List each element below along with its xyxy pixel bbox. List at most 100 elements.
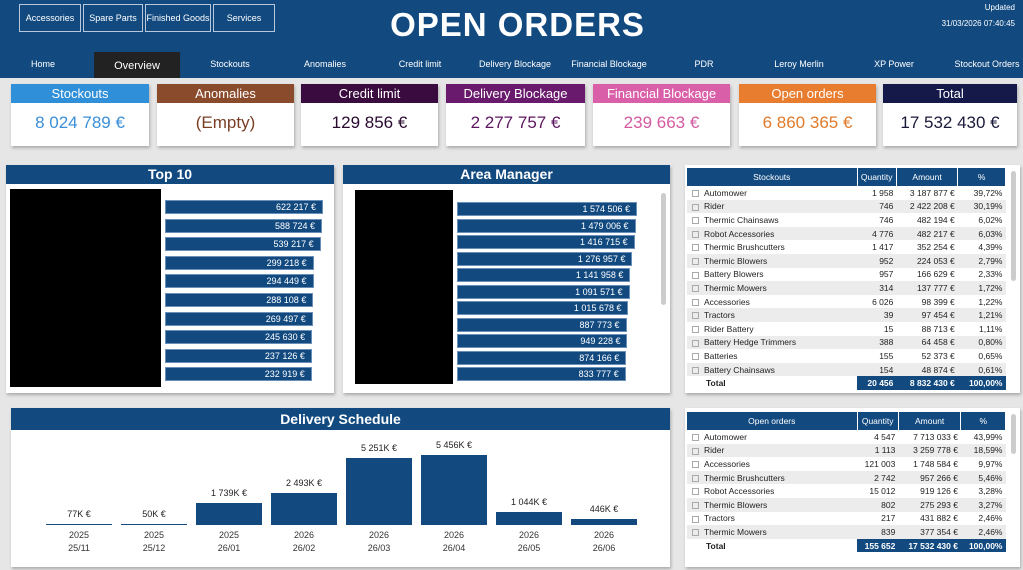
bar-delivery[interactable] [346, 457, 412, 525]
table-row[interactable]: Accessories 6 026 98 399 € 1,22% [687, 295, 1006, 309]
tab-delivery-blockage[interactable]: Delivery Blockage [478, 59, 552, 69]
table-row[interactable]: Rider 1 113 3 259 778 € 18,59% [687, 443, 1006, 458]
scrollbar[interactable] [1011, 414, 1016, 454]
expand-icon[interactable] [692, 502, 699, 510]
kpi-card-financial-blockage[interactable]: Financial Blockage 239 663 € [593, 84, 730, 146]
bar-area-manager[interactable]: 1 091 571 € [457, 284, 630, 299]
scrollbar[interactable] [661, 193, 666, 305]
bar-top10[interactable]: 288 108 € [165, 293, 314, 307]
table-row[interactable]: Automower 1 958 3 187 877 € 39,72% [687, 186, 1006, 200]
table-row[interactable]: Accessories 121 003 1 748 584 € 9,97% [687, 457, 1006, 471]
expand-icon[interactable] [692, 258, 699, 266]
table-row[interactable]: Thermic Brushcutters 2 742 957 266 € 5,46% [687, 470, 1006, 485]
table-row[interactable]: Automower 4 547 7 713 033 € 43,99% [687, 430, 1006, 444]
bar-area-manager[interactable]: 1 141 958 € [457, 268, 631, 282]
bar-top10[interactable]: 299 218 € [165, 255, 314, 270]
table-row[interactable]: Thermic Chainsaws 746 482 194 € 6,02% [687, 213, 1006, 227]
expand-icon[interactable] [692, 217, 699, 225]
bar-delivery[interactable] [571, 519, 637, 525]
column-header[interactable]: % [960, 412, 1006, 430]
bar-top10[interactable]: 245 630 € [165, 330, 313, 345]
table-row[interactable]: Thermic Mowers 839 377 354 € 2,46% [687, 525, 1006, 539]
table-row[interactable]: Battery Hedge Trimmers 388 64 458 € 0,80% [687, 335, 1006, 350]
segment-finished-goods[interactable]: Finished Goods [145, 4, 211, 32]
bar-area-manager[interactable]: 1 015 678 € [457, 301, 629, 315]
expand-icon[interactable] [692, 434, 699, 442]
bar-delivery[interactable] [271, 493, 337, 525]
expand-icon[interactable] [692, 298, 699, 306]
expand-icon[interactable] [692, 271, 699, 279]
tab-credit-limit[interactable]: Credit limit [398, 59, 442, 69]
kpi-card-open-orders[interactable]: Open orders 6 860 365 € [739, 84, 876, 146]
bar-area-manager[interactable]: 1 276 957 € [457, 251, 633, 266]
kpi-card-delivery-blockage[interactable]: Delivery Blockage 2 277 757 € [446, 84, 585, 146]
bar-area-manager[interactable]: 887 773 € [457, 317, 627, 332]
expand-icon[interactable] [692, 366, 699, 374]
kpi-card-total[interactable]: Total 17 532 430 € [883, 84, 1017, 146]
column-header[interactable]: Open orders [687, 412, 858, 430]
bar-delivery[interactable] [46, 523, 112, 525]
table-row[interactable]: Thermic Blowers 802 275 293 € 3,27% [687, 497, 1006, 512]
expand-icon[interactable] [692, 447, 699, 455]
expand-icon[interactable] [692, 312, 699, 320]
expand-icon[interactable] [692, 285, 699, 293]
column-header[interactable]: % [957, 168, 1006, 186]
table-row[interactable]: Rider Battery 15 88 713 € 1,11% [687, 322, 1006, 336]
expand-icon[interactable] [692, 244, 699, 252]
expand-icon[interactable] [692, 190, 699, 198]
table-row[interactable]: Tractors 217 431 882 € 2,46% [687, 512, 1006, 526]
bar-area-manager[interactable]: 874 166 € [457, 350, 627, 365]
bar-top10[interactable]: 294 449 € [165, 274, 314, 289]
bar-area-manager[interactable]: 1 416 715 € [457, 235, 635, 249]
tab-xp-power[interactable]: XP Power [874, 59, 914, 69]
expand-icon[interactable] [692, 488, 699, 496]
segment-services[interactable]: Services [213, 4, 275, 32]
bar-top10[interactable]: 539 217 € [165, 237, 321, 252]
column-header[interactable]: Amount [898, 412, 962, 430]
table-row[interactable]: Battery Chainsaws 154 48 874 € 0,61% [687, 362, 1006, 377]
tab-financial-blockage[interactable]: Financial Blockage [571, 59, 647, 69]
segment-accessories[interactable]: Accessories [19, 4, 81, 32]
bar-top10[interactable]: 232 919 € [165, 367, 312, 382]
expand-icon[interactable] [692, 339, 699, 347]
table-row[interactable]: Tractors 39 97 454 € 1,21% [687, 308, 1006, 322]
bar-delivery[interactable] [421, 455, 487, 525]
tab-home[interactable]: Home [30, 59, 56, 69]
expand-icon[interactable] [692, 325, 699, 333]
table-row[interactable]: Robot Accessories 4 776 482 217 € 6,03% [687, 226, 1006, 241]
bar-top10[interactable]: 269 497 € [165, 311, 313, 326]
column-header[interactable]: Quantity [857, 412, 899, 430]
expand-icon[interactable] [692, 515, 699, 523]
tab-leroy-merlin[interactable]: Leroy Merlin [774, 59, 824, 69]
bar-top10[interactable]: 237 126 € [165, 348, 312, 363]
table-row[interactable]: Batteries 155 52 373 € 0,65% [687, 349, 1006, 363]
bar-area-manager[interactable]: 1 479 006 € [457, 218, 636, 233]
column-header[interactable]: Quantity [857, 168, 897, 186]
table-row[interactable]: Robot Accessories 15 012 919 126 € 3,28% [687, 484, 1006, 498]
table-row[interactable]: Thermic Mowers 314 137 777 € 1,72% [687, 281, 1006, 295]
tab-stockouts[interactable]: Stockouts [210, 59, 250, 69]
expand-icon[interactable] [692, 474, 699, 482]
column-header[interactable]: Amount [896, 168, 959, 186]
segment-spare-parts[interactable]: Spare Parts [83, 4, 143, 32]
expand-icon[interactable] [692, 353, 699, 361]
expand-icon[interactable] [692, 230, 699, 238]
expand-icon[interactable] [692, 203, 699, 211]
bar-area-manager[interactable]: 949 228 € [457, 334, 628, 348]
bar-delivery[interactable] [196, 502, 262, 525]
kpi-card-credit-limit[interactable]: Credit limit 129 856 € [301, 84, 438, 146]
bar-delivery[interactable] [121, 523, 187, 525]
bar-delivery[interactable] [496, 511, 562, 525]
table-row[interactable]: Rider 746 2 422 208 € 30,19% [687, 199, 1006, 214]
expand-icon[interactable] [692, 529, 699, 537]
tab-overview[interactable]: Overview [94, 52, 180, 78]
column-header[interactable]: Stockouts [687, 168, 858, 186]
kpi-card-stockouts[interactable]: Stockouts 8 024 789 € [11, 84, 149, 146]
table-row[interactable]: Thermic Brushcutters 1 417 352 254 € 4,39% [687, 240, 1006, 254]
tab-stockout-orders[interactable]: Stockout Orders [954, 59, 1020, 69]
scrollbar[interactable] [1011, 171, 1016, 281]
bar-top10[interactable]: 622 217 € [165, 200, 323, 214]
table-row[interactable]: Thermic Blowers 952 224 053 € 2,79% [687, 253, 1006, 268]
bar-top10[interactable]: 588 724 € [165, 218, 323, 233]
bar-area-manager[interactable]: 833 777 € [457, 367, 626, 381]
